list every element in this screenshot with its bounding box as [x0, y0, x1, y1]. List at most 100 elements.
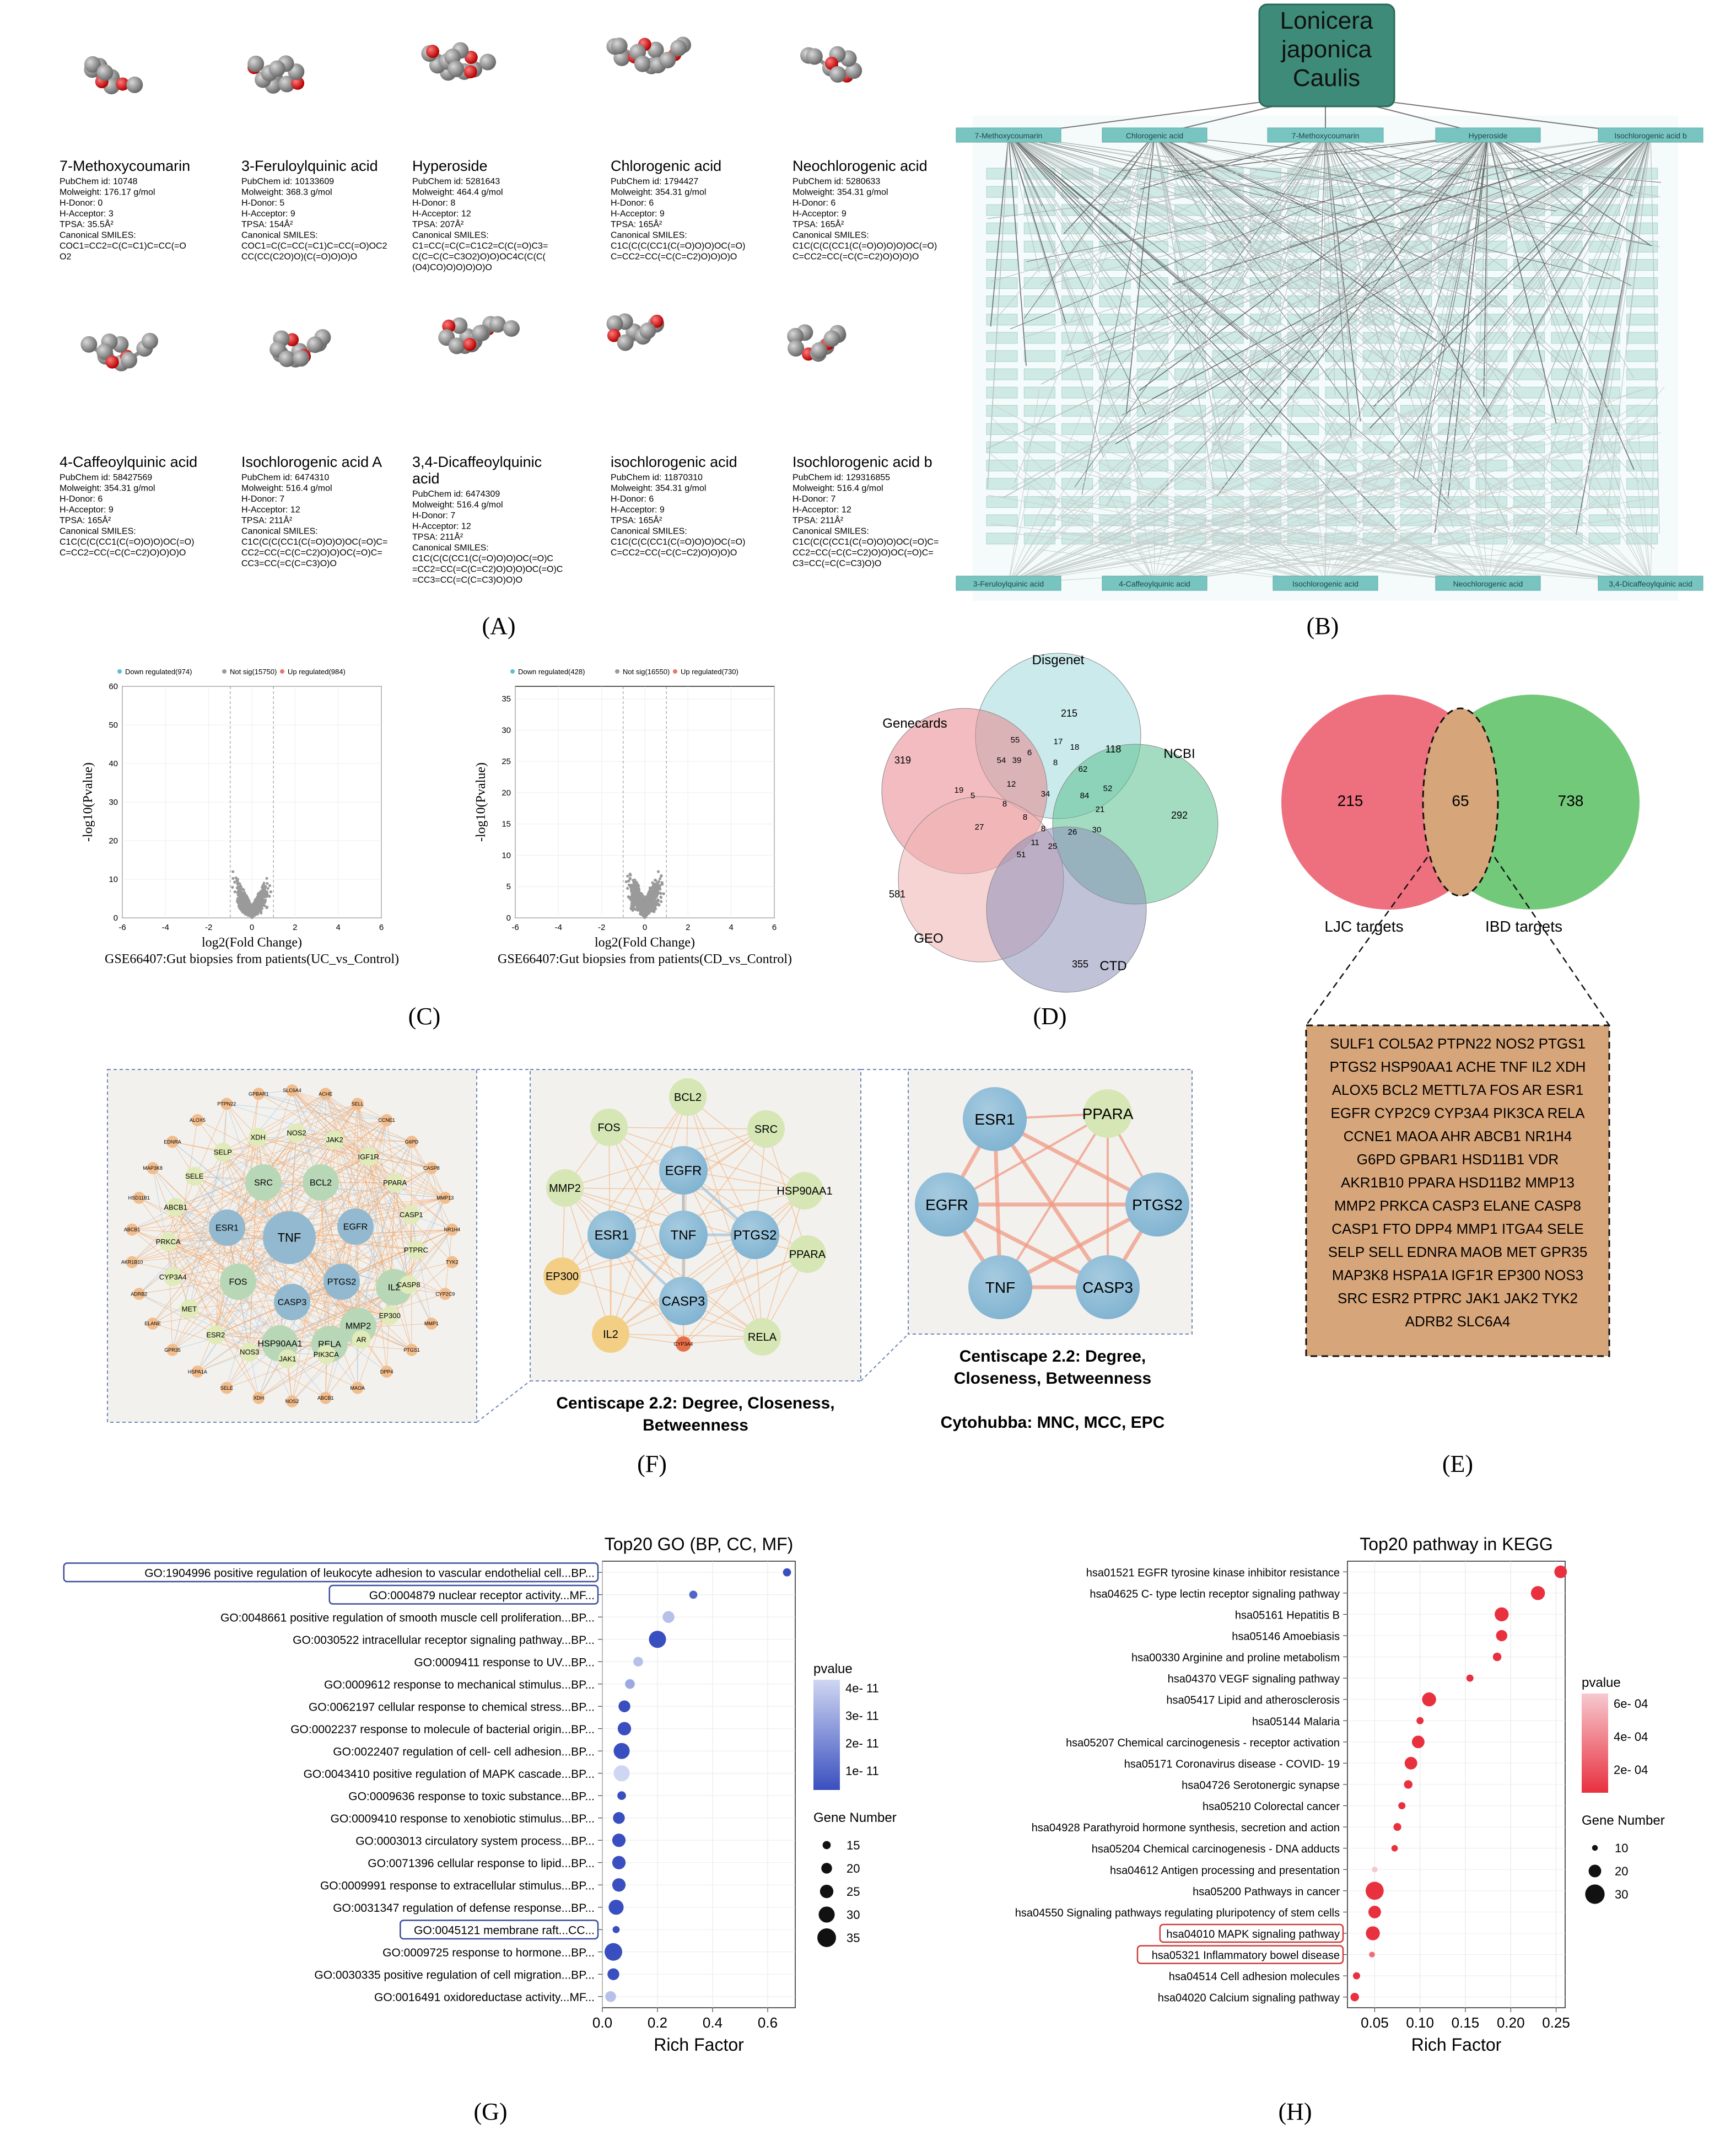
edge: [687, 1096, 763, 1337]
network-1-node-label: PTGS1: [403, 1347, 420, 1353]
edge: [1325, 474, 1328, 584]
network-1-node-label: MMP2: [346, 1322, 371, 1331]
data-point-bubble: [1554, 1565, 1567, 1578]
edge: [1487, 135, 1557, 424]
carbon-atom: [278, 350, 295, 367]
compound-property: Canonical SMILES:: [241, 527, 318, 536]
edge: [1465, 135, 1651, 452]
target-gene-node: [1099, 295, 1131, 308]
volcano-point: [266, 881, 269, 885]
volcano-point: [246, 914, 250, 917]
edge: [1097, 471, 1155, 584]
edge: [986, 450, 1155, 584]
volcano-point: [649, 900, 652, 904]
venn-set-5: [986, 826, 1147, 993]
network-1-node-label: NOS2: [287, 1129, 306, 1137]
compound-node-label: 7-Methoxycoumarin: [1292, 131, 1360, 140]
network-1-node-label: NR1H4: [444, 1227, 461, 1233]
edge: [1325, 516, 1339, 584]
term-label: hsa04514 Cell adhesion molecules: [1169, 1971, 1340, 1983]
carbon-atom: [639, 322, 656, 340]
legend-colorbar: [1582, 1693, 1608, 1793]
edge: [1371, 135, 1489, 417]
compound-property: C1C(C(C(CC1(C(=O)O)O)OC(=O): [60, 537, 194, 547]
edge: [1008, 135, 1066, 324]
target-gene-node: [1551, 423, 1583, 435]
network-1-node: [252, 1391, 265, 1404]
edge: [1457, 409, 1651, 584]
volcano-point: [648, 892, 651, 895]
target-gene-node: [986, 350, 1018, 362]
volcano-point: [653, 878, 657, 882]
edge: [1008, 135, 1453, 511]
target-gene-node: [1325, 460, 1357, 472]
network-1-node: [286, 1084, 298, 1096]
edge: [1008, 135, 1276, 528]
data-point-bubble: [607, 1968, 619, 1980]
y-tick-label: 50: [109, 721, 118, 730]
edge: [325, 1093, 417, 1250]
volcano-point: [250, 910, 253, 913]
edge: [1355, 135, 1651, 530]
x-axis-label: Rich Factor: [654, 2035, 744, 2055]
edge: [292, 1090, 412, 1215]
highlight-box: [1136, 1945, 1344, 1964]
volcano-point: [233, 880, 236, 884]
compound-property: H-Acceptor: 9: [241, 209, 295, 219]
venn-region-count: 11: [1031, 838, 1039, 847]
edge: [1008, 135, 1417, 324]
volcano-point: [626, 874, 629, 878]
term-label: GO:0009410 response to xenobiotic stimul…: [331, 1813, 595, 1825]
venn-region-count: 27: [975, 822, 984, 832]
network-1-node-label: PRKCA: [156, 1238, 181, 1246]
volcano-point: [628, 872, 632, 876]
edge: [1008, 135, 1169, 361]
target-gene-node: [1551, 405, 1583, 417]
edge: [1011, 135, 1651, 489]
volcano-point: [635, 886, 639, 890]
compound-node-top: [1598, 127, 1703, 143]
compound-node-top: [956, 127, 1061, 143]
edge: [172, 1226, 356, 1351]
edge: [1218, 402, 1651, 584]
edge: [1154, 135, 1480, 507]
edge: [1008, 416, 1596, 584]
network-1-node-label: DPP4: [380, 1369, 393, 1374]
highlight-box: [63, 1562, 599, 1583]
edge: [1414, 135, 1489, 229]
data-point-bubble: [1492, 1652, 1502, 1662]
compound-name: 3,4-Dicaffeoylquinic: [412, 454, 542, 470]
edge: [1008, 135, 1560, 421]
edge: [1054, 135, 1651, 475]
network-1-node: [446, 1256, 459, 1268]
target-gene-node: [1212, 496, 1244, 508]
edge: [1428, 135, 1651, 542]
edge: [132, 1229, 239, 1282]
target-gene-node: [986, 386, 1018, 399]
oxygen-atom: [426, 45, 440, 58]
compound-node-top: [1102, 127, 1207, 143]
carbon-atom: [787, 327, 804, 345]
compound-property: C=CC2=CC(=C(C=C2)O)O)O)O: [611, 549, 737, 558]
edge: [1174, 494, 1489, 584]
edge: [1008, 393, 1307, 584]
compound-node-bottom: [1435, 576, 1541, 591]
edge: [1115, 135, 1651, 444]
target-gene-node: [1136, 478, 1168, 490]
target-gene-node: [1400, 277, 1432, 289]
oxygen-atom: [116, 77, 130, 91]
data-point-bubble: [612, 1878, 626, 1892]
edge: [1154, 389, 1642, 584]
target-gene-node: [1061, 277, 1093, 289]
target-gene-node: [986, 332, 1018, 344]
target-gene-node: [1099, 460, 1131, 472]
legend-size-dot: [817, 1928, 836, 1947]
network-1-node-label: JAK1: [279, 1354, 296, 1363]
volcano-point: [258, 906, 262, 909]
overlap-gene-list-box: [1305, 1024, 1610, 1357]
compound-property: TPSA: 165Å²: [611, 515, 662, 525]
edge: [1154, 135, 1184, 197]
data-point-bubble: [605, 1991, 616, 2002]
edge: [1008, 401, 1534, 584]
